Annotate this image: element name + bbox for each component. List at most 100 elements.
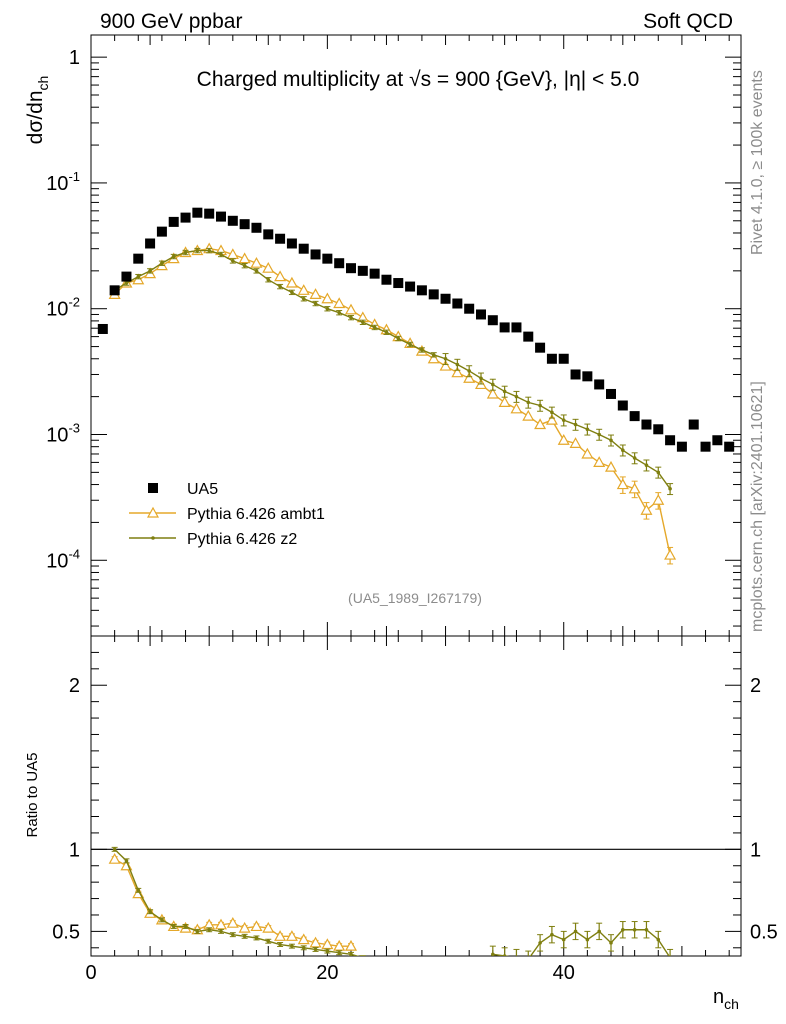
- legend-label: UA5: [187, 481, 218, 498]
- y-tick-label: 10-4: [46, 546, 80, 572]
- ratio-ambt1-point: [285, 930, 298, 941]
- ua5-point: [428, 289, 439, 300]
- ratio-z2-point: [502, 954, 507, 956]
- ambt1-point: [238, 252, 251, 264]
- z2-point: [538, 403, 542, 408]
- ratio-z2-point: [242, 934, 247, 939]
- z2-point: [207, 248, 211, 253]
- z2-point: [396, 336, 401, 341]
- ua5-point: [251, 222, 262, 233]
- side-label-mcplots: mcplots.cern.ch [arXiv:2401.10621]: [749, 381, 766, 632]
- ua5-point: [239, 219, 250, 230]
- side-label-rivet: Rivet 4.1.0, ≥ 100k events: [749, 70, 766, 255]
- ratio-ambt1-point: [108, 852, 121, 864]
- ambt1-point: [427, 352, 440, 364]
- ratio-z2-point: [337, 950, 341, 955]
- z2-point: [231, 259, 235, 263]
- ambt1-point: [486, 387, 499, 399]
- z2-point: [325, 306, 330, 311]
- ambt1-point: [451, 366, 464, 378]
- z2-point: [313, 301, 318, 306]
- z2-point: [349, 315, 353, 320]
- ua5-point: [712, 435, 723, 446]
- ratio-z2-point: [124, 859, 129, 863]
- ua5-point: [109, 285, 120, 296]
- z2-point: [573, 422, 578, 427]
- legend-ua5-marker: [148, 483, 158, 493]
- ua5-point: [381, 274, 392, 285]
- ratio-z2-point: [669, 955, 671, 956]
- ratio-z2-point: [656, 937, 661, 942]
- ambt1-point: [628, 482, 641, 494]
- ambt1-point: [652, 494, 665, 505]
- ratio-z2-point: [597, 929, 601, 934]
- main-axes: 1 10-1 10-2 10-3 10-4: [46, 35, 742, 636]
- ambt1-point: [309, 288, 322, 299]
- y-tick-label: 10-1: [46, 169, 80, 195]
- ua5-point: [334, 258, 345, 269]
- ambt1-point: [569, 437, 582, 448]
- ua5-point: [476, 309, 486, 320]
- ratio-z2-point: [278, 942, 282, 947]
- x-axis-title: nch: [713, 986, 739, 1012]
- ambt1-point: [274, 270, 287, 282]
- ratio-y-axis-title: Ratio to UA5: [24, 752, 41, 837]
- ua5-point: [286, 238, 297, 249]
- ua5-point: [133, 253, 144, 264]
- ua5-point: [416, 285, 427, 296]
- ua5-point: [665, 435, 676, 446]
- ua5-point: [204, 208, 215, 219]
- ua5-point: [676, 441, 687, 452]
- z2-point: [148, 269, 152, 273]
- ua5-point: [322, 253, 333, 264]
- ambt1-point: [581, 447, 594, 459]
- ratio-y-tick-label-right: 0.5: [750, 921, 778, 943]
- ambt1-point: [344, 303, 358, 315]
- ratio-ambt1-point: [333, 939, 346, 951]
- header-left: 900 GeV ppbar: [100, 10, 242, 33]
- z2-point: [455, 362, 460, 367]
- main-y-axis-title: dσ/dnch: [24, 76, 51, 145]
- z2-point: [502, 389, 507, 394]
- ua5-point: [452, 298, 463, 309]
- x-tick-label: 20: [316, 962, 338, 984]
- legend-ambt1-marker: [146, 506, 160, 518]
- ua5-point: [546, 353, 557, 364]
- z2-line: [114, 249, 671, 490]
- ratio-data: [108, 846, 674, 956]
- ratio-z2-point: [231, 932, 235, 937]
- ambt1-point: [498, 396, 511, 407]
- z2-point: [668, 487, 672, 491]
- z2-point: [242, 263, 247, 268]
- ratio-z2-point: [550, 932, 554, 937]
- ratio-z2-point: [632, 927, 637, 932]
- z2-point: [550, 410, 554, 415]
- ratio-y-tick-label-left: 1: [69, 839, 80, 861]
- ambt1-point: [321, 292, 334, 304]
- z2-point: [514, 394, 519, 399]
- ratio-z2-line: [114, 848, 360, 956]
- ratio-z2-point: [207, 927, 211, 932]
- ua5-point: [310, 249, 321, 260]
- ratio-y-tick-label-right: 1: [750, 839, 761, 861]
- ua5-point: [523, 331, 534, 342]
- ua5-point: [499, 322, 510, 333]
- ratio-z2-point: [325, 949, 330, 953]
- ambt1-point: [333, 297, 346, 309]
- z2-point: [420, 348, 424, 352]
- ratio-ambt1-point: [238, 921, 251, 933]
- ratio-z2-point: [573, 929, 578, 934]
- ratio-z2-point: [195, 929, 200, 934]
- z2-point: [467, 369, 471, 373]
- ua5-point: [641, 419, 652, 430]
- ua5-point: [606, 388, 616, 399]
- z2-point: [644, 463, 649, 467]
- ambt1-point: [616, 478, 629, 490]
- ua5-point: [487, 315, 498, 326]
- z2-point: [219, 252, 223, 257]
- ratio-ambt1-point: [226, 916, 239, 928]
- header-right: Soft QCD: [643, 10, 733, 33]
- z2-point: [632, 456, 637, 460]
- ua5-point: [511, 322, 522, 333]
